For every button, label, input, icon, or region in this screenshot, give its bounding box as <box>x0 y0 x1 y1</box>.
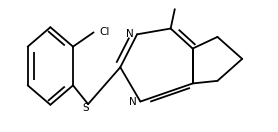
Text: S: S <box>82 103 89 113</box>
Text: N: N <box>129 96 137 107</box>
Text: Cl: Cl <box>99 27 110 37</box>
Text: N: N <box>126 29 134 39</box>
